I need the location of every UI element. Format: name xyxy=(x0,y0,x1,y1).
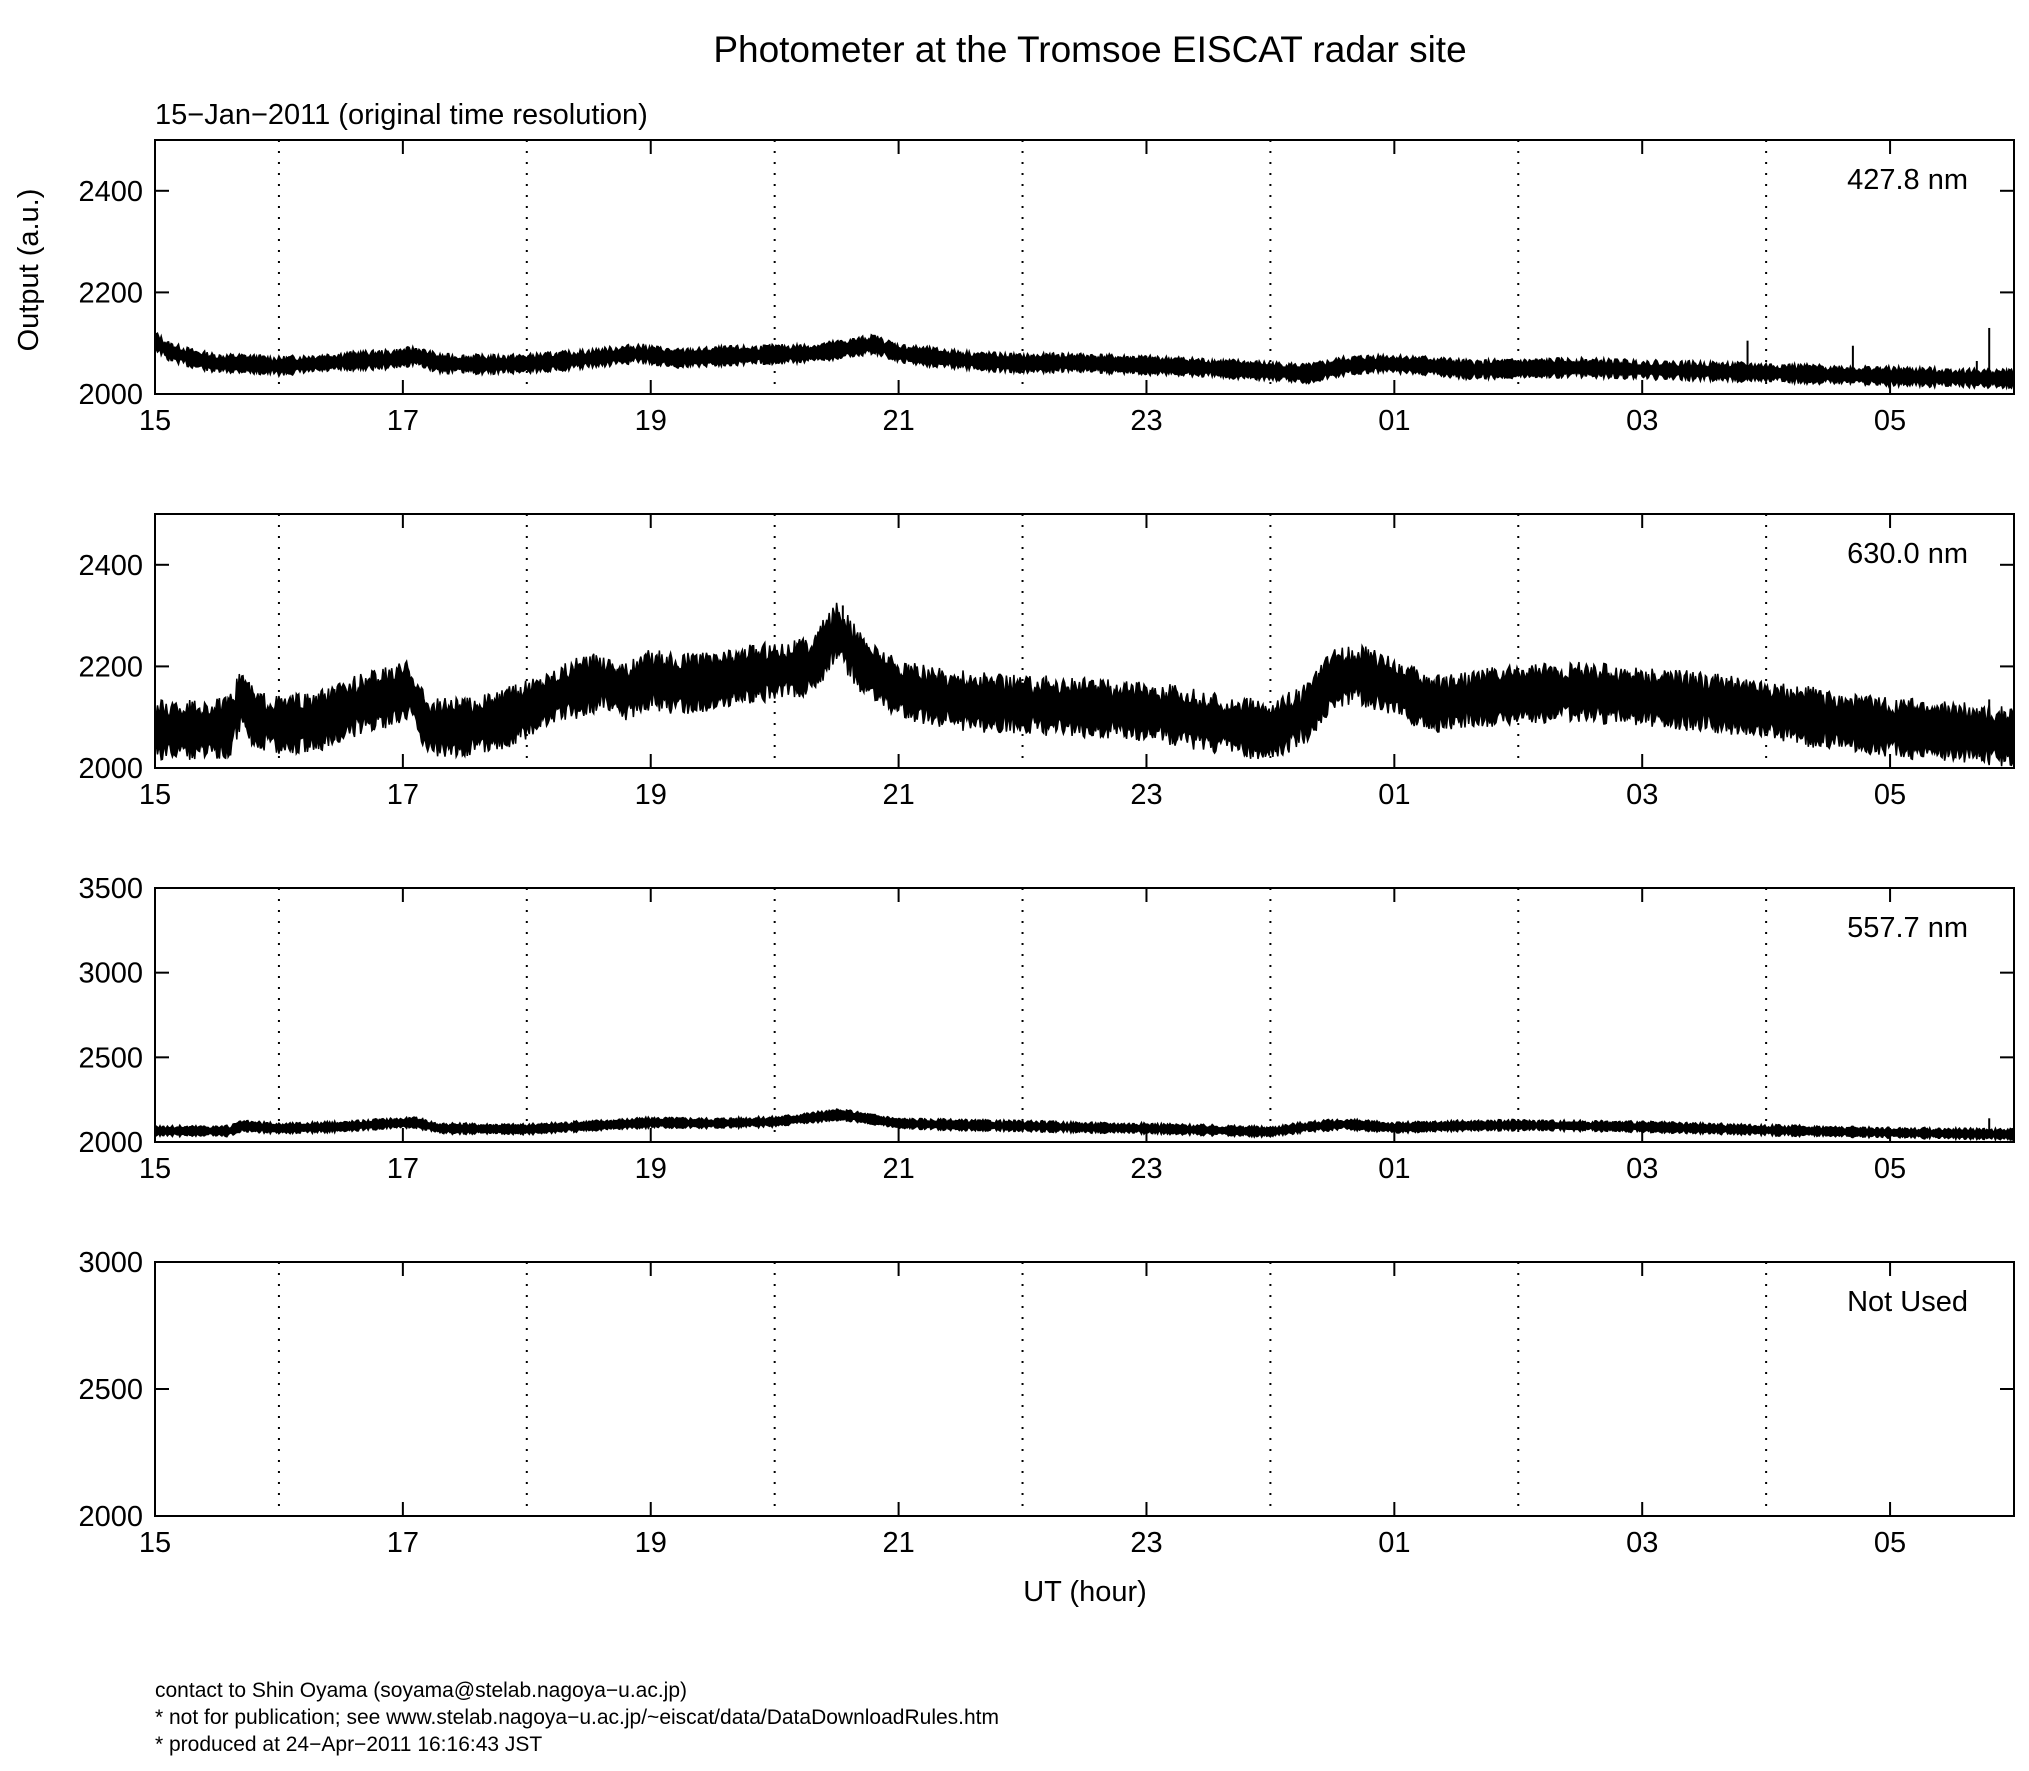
x-tick-label: 05 xyxy=(1874,1153,1906,1185)
x-tick-label: 03 xyxy=(1626,1527,1658,1559)
x-tick-label: 23 xyxy=(1130,405,1162,437)
x-tick-label: 19 xyxy=(635,779,667,811)
axes-frame xyxy=(154,139,2015,395)
x-tick-label: 15 xyxy=(139,779,171,811)
x-tick-label: 17 xyxy=(387,1527,419,1559)
footer-publication-note: * not for publication; see www.stelab.na… xyxy=(155,1706,999,1729)
x-tick-label: 21 xyxy=(882,779,914,811)
x-tick-label: 03 xyxy=(1626,779,1658,811)
x-tick-label: 19 xyxy=(635,1527,667,1559)
y-tick-label: 2400 xyxy=(78,176,143,208)
axes-frame xyxy=(154,513,2015,769)
x-tick-label: 05 xyxy=(1874,1527,1906,1559)
x-tick-label: 19 xyxy=(635,1153,667,1185)
footer-produced-at: * produced at 24−Apr−2011 16:16:43 JST xyxy=(155,1733,542,1756)
panel-label: 557.7 nm xyxy=(1847,912,1968,944)
axes-frame xyxy=(154,1261,2015,1517)
figure-subtitle: 15−Jan−2011 (original time resolution) xyxy=(155,99,648,131)
panel-557-7nm: 15 17 19 21 23 01 03 05 2000 2500 3000 3500 557.7 nm xyxy=(78,873,2015,1185)
y-tick-label: 2000 xyxy=(78,1501,143,1533)
footer-contact: contact to Shin Oyama (soyama@stelab.nag… xyxy=(155,1679,687,1702)
y-tick-label: 2500 xyxy=(78,1374,143,1406)
x-tick-label: 01 xyxy=(1378,1153,1410,1185)
data-band xyxy=(154,329,2015,391)
panel-label: 427.8 nm xyxy=(1847,164,1968,196)
figure-title: Photometer at the Tromsoe EISCAT radar s… xyxy=(713,29,1466,70)
y-axis-label: Output (a.u.) xyxy=(13,189,45,352)
x-tick-label: 23 xyxy=(1130,1527,1162,1559)
data-band xyxy=(154,1108,2015,1142)
x-tick-label: 21 xyxy=(882,1153,914,1185)
x-tick-label: 15 xyxy=(139,1153,171,1185)
y-tick-label: 2400 xyxy=(78,550,143,582)
y-tick-label: 2200 xyxy=(78,651,143,683)
panel-630-0nm: 15 17 19 21 23 01 03 05 2000 2200 2400 630.0 nm xyxy=(78,513,2015,811)
x-tick-label: 01 xyxy=(1378,779,1410,811)
x-tick-label: 01 xyxy=(1378,405,1410,437)
x-tick-label: 17 xyxy=(387,779,419,811)
y-tick-label: 2000 xyxy=(78,753,143,785)
x-tick-label: 19 xyxy=(635,405,667,437)
x-tick-label: 05 xyxy=(1874,779,1906,811)
x-tick-label: 21 xyxy=(882,1527,914,1559)
y-tick-label: 2500 xyxy=(78,1042,143,1074)
x-tick-label: 05 xyxy=(1874,405,1906,437)
x-tick-label: 03 xyxy=(1626,405,1658,437)
y-tick-label: 3500 xyxy=(78,873,143,905)
x-tick-label: 01 xyxy=(1378,1527,1410,1559)
x-axis-label: UT (hour) xyxy=(1023,1576,1147,1608)
x-tick-label: 21 xyxy=(882,405,914,437)
axes-frame xyxy=(154,887,2015,1143)
data-band xyxy=(154,602,2015,767)
x-tick-label: 03 xyxy=(1626,1153,1658,1185)
y-tick-label: 2200 xyxy=(78,277,143,309)
x-tick-label: 23 xyxy=(1130,779,1162,811)
y-tick-label: 3000 xyxy=(78,1247,143,1279)
y-tick-label: 2000 xyxy=(78,1127,143,1159)
x-tick-label: 23 xyxy=(1130,1153,1162,1185)
x-tick-label: 15 xyxy=(139,1527,171,1559)
y-tick-label: 2000 xyxy=(78,379,143,411)
panel-427-8nm: 15 17 19 21 23 01 03 05 2000 2200 2400 427.8 nm xyxy=(78,139,2015,437)
x-tick-label: 15 xyxy=(139,405,171,437)
x-tick-label: 17 xyxy=(387,1153,419,1185)
y-tick-label: 3000 xyxy=(78,958,143,990)
x-tick-label: 17 xyxy=(387,405,419,437)
panel-label: Not Used xyxy=(1847,1286,1968,1318)
panel-not-used: 15 17 19 21 23 01 03 05 2000 2500 3000 Not Used xyxy=(78,1247,2015,1559)
panel-label: 630.0 nm xyxy=(1847,538,1968,570)
